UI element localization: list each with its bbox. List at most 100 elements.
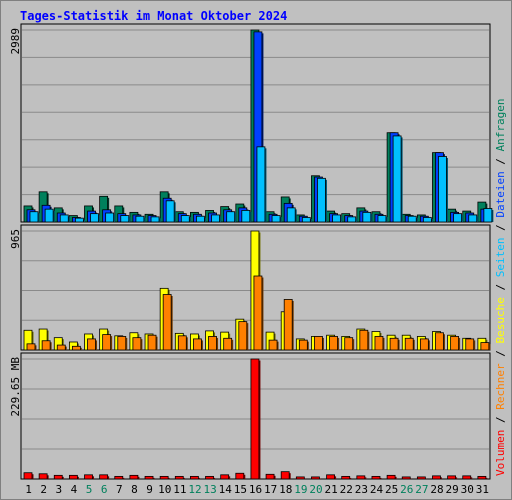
bar-pages-day-21 <box>332 214 341 223</box>
bar-pages-day-20 <box>317 177 326 223</box>
bar-sites-day-25 <box>389 337 399 351</box>
legend-hits: Anfragen <box>494 98 507 151</box>
bar-sites-day-4 <box>71 345 81 351</box>
x-tick-label-4: 4 <box>71 483 78 496</box>
x-tick-label-16: 16 <box>249 483 262 496</box>
bar-sites-day-22 <box>344 337 354 351</box>
bar-kbytes-day-25 <box>386 474 396 480</box>
y-max-label-requests: 2989 <box>9 28 22 55</box>
bar-kbytes-day-24 <box>371 475 381 480</box>
bar-pages-day-19 <box>301 217 311 223</box>
bar-pages-day-11 <box>180 215 190 223</box>
x-tick-label-12: 12 <box>188 483 201 496</box>
bar-kbytes-day-3 <box>53 474 63 480</box>
x-tick-label-30: 30 <box>461 483 474 496</box>
bar-kbytes-day-12 <box>190 475 199 480</box>
bar-pages-day-13 <box>211 214 220 223</box>
bar-kbytes-day-29 <box>447 475 457 480</box>
x-tick-label-25: 25 <box>385 483 398 496</box>
x-tick-label-26: 26 <box>400 483 413 496</box>
x-tick-label-28: 28 <box>430 483 443 496</box>
panels: 2989 965 229.65 MB <box>9 23 494 480</box>
bar-pages-day-24 <box>377 215 387 223</box>
x-tick-label-11: 11 <box>173 483 186 496</box>
bar-kbytes-day-15 <box>235 472 245 480</box>
bar-kbytes-day-5 <box>84 474 93 480</box>
bar-sites-day-19 <box>298 339 308 351</box>
bar-sites-day-26 <box>404 337 414 351</box>
legend-pages: Seiten <box>494 238 507 278</box>
legend-separator: / <box>494 151 507 171</box>
bar-pages-day-9 <box>150 216 160 223</box>
bar-sites-day-16 <box>253 275 263 351</box>
bar-sites-day-2 <box>41 340 51 351</box>
y-max-label-volume: 229.65 MB <box>9 357 22 417</box>
series-kbytes <box>23 358 488 480</box>
bar-kbytes-day-4 <box>68 474 78 480</box>
bar-pages-day-14 <box>226 211 236 223</box>
bar-sites-day-10 <box>162 294 172 351</box>
x-tick-label-6: 6 <box>101 483 108 496</box>
bar-sites-day-13 <box>208 336 217 351</box>
legend-visits: Besuche <box>494 297 507 343</box>
bar-kbytes-day-19 <box>295 476 305 480</box>
bar-sites-day-30 <box>465 338 475 351</box>
bar-pages-day-27 <box>422 217 432 223</box>
bar-pages-day-25 <box>392 135 402 223</box>
bar-kbytes-day-21 <box>326 474 335 480</box>
bar-kbytes-day-9 <box>144 475 154 480</box>
x-tick-label-20: 20 <box>309 483 322 496</box>
bar-pages-day-16 <box>256 146 266 223</box>
bar-sites-day-11 <box>177 335 187 351</box>
x-tick-label-29: 29 <box>446 483 459 496</box>
panel-visits: 965 <box>9 224 491 351</box>
bar-kbytes-day-31 <box>477 475 487 480</box>
bar-pages-day-15 <box>241 210 251 223</box>
bar-sites-day-7 <box>117 336 127 351</box>
legend-separator: / <box>494 277 507 297</box>
chart-title: Tages-Statistik im Monat Oktober 2024 <box>20 9 287 23</box>
bar-kbytes-day-17 <box>265 473 275 480</box>
legend-separator: / <box>494 344 507 364</box>
bar-pages-day-4 <box>74 217 84 223</box>
x-tick-label-22: 22 <box>340 483 353 496</box>
bar-pages-day-10 <box>165 200 175 223</box>
bar-pages-day-5 <box>90 213 99 223</box>
bar-pages-day-31 <box>483 208 493 223</box>
right-legend-text: Volumen / Rechner / Besuche / Seiten / D… <box>494 98 507 476</box>
x-tick-label-19: 19 <box>294 483 307 496</box>
x-tick-label-15: 15 <box>234 483 247 496</box>
bar-kbytes-day-6 <box>99 474 109 480</box>
bar-pages-day-17 <box>271 215 281 223</box>
bar-sites-day-8 <box>132 337 142 351</box>
bar-pages-day-18 <box>286 207 296 223</box>
bar-kbytes-day-26 <box>401 476 411 480</box>
panel-volume: 229.65 MB <box>9 352 491 480</box>
bar-sites-day-18 <box>283 299 293 351</box>
bar-sites-day-21 <box>329 336 338 351</box>
bar-sites-day-24 <box>374 336 384 351</box>
bar-sites-day-6 <box>102 334 112 351</box>
x-tick-label-21: 21 <box>325 483 338 496</box>
x-tick-label-31: 31 <box>476 483 489 496</box>
bar-pages-day-28 <box>438 156 447 223</box>
bar-sites-day-28 <box>435 332 444 351</box>
x-tick-label-1: 1 <box>25 483 32 496</box>
series-pages <box>29 135 494 223</box>
bar-sites-day-15 <box>238 321 248 351</box>
bar-sites-day-5 <box>87 338 96 351</box>
series-sites <box>26 275 491 351</box>
panel-requests: 2989 <box>9 23 494 223</box>
bar-kbytes-day-13 <box>205 475 214 480</box>
bar-sites-day-31 <box>480 342 490 351</box>
bar-kbytes-day-18 <box>280 471 290 480</box>
bar-sites-day-27 <box>419 338 429 351</box>
bar-kbytes-day-7 <box>114 475 124 480</box>
legend-sites: Rechner <box>494 363 507 410</box>
bar-sites-day-23 <box>359 329 369 351</box>
bar-pages-day-30 <box>468 214 478 223</box>
bar-kbytes-day-23 <box>356 475 366 480</box>
bar-pages-day-22 <box>347 216 357 223</box>
bar-kbytes-day-28 <box>432 475 441 480</box>
